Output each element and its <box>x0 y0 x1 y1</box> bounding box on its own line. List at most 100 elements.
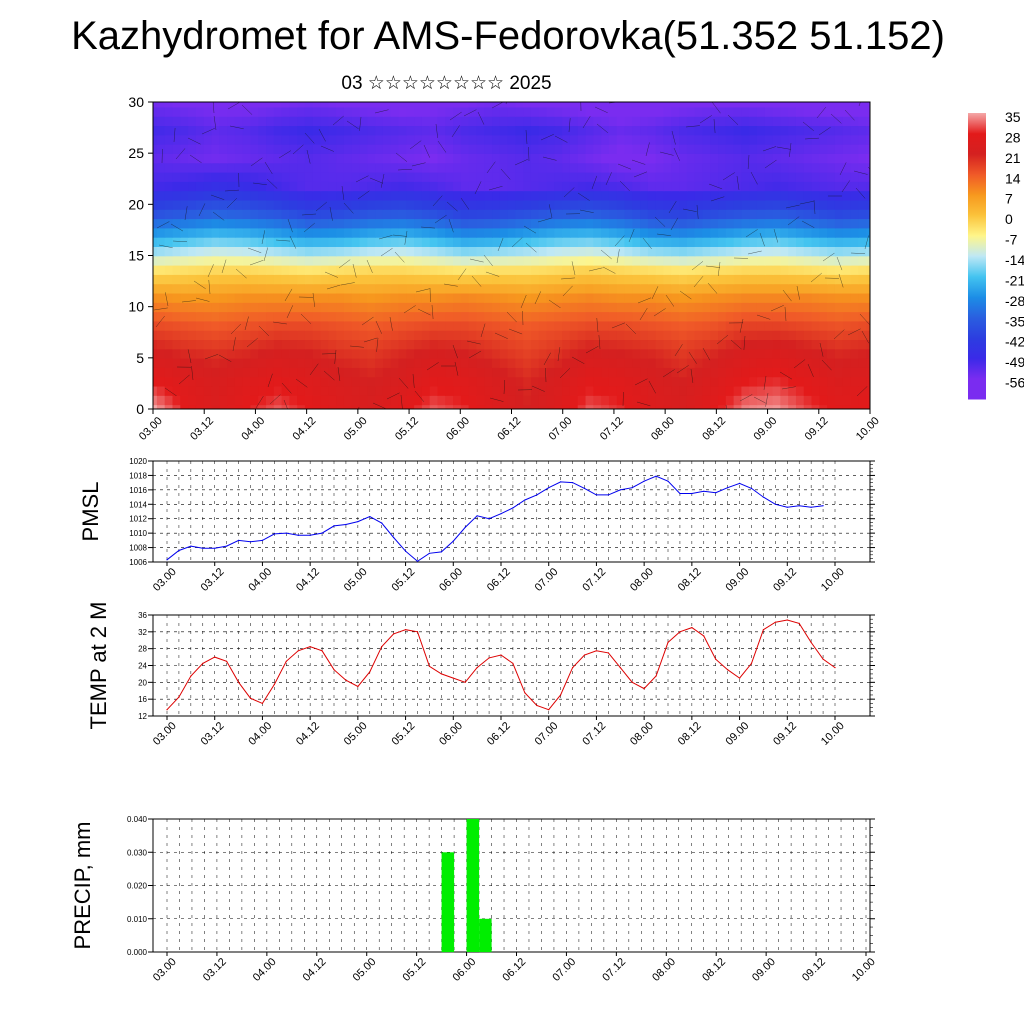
heat-cell <box>756 329 766 341</box>
heat-cell <box>153 329 158 341</box>
heat-cell <box>164 102 174 108</box>
heat-cell <box>499 274 509 285</box>
heat-cell <box>250 171 260 182</box>
heat-cell <box>258 329 267 341</box>
heat-cell <box>538 311 548 322</box>
heat-cell <box>764 246 774 257</box>
heat-cell <box>515 190 524 201</box>
data-point <box>488 518 490 520</box>
heat-cell <box>811 102 821 108</box>
heat-cell <box>632 395 641 406</box>
heat-cell <box>476 134 486 145</box>
heat-cell <box>188 311 197 322</box>
heat-cell <box>289 264 298 275</box>
heat-cell <box>234 134 244 145</box>
heat-cell <box>616 404 626 409</box>
heat-cell <box>304 199 314 210</box>
heat-cell <box>780 255 789 266</box>
heat-cell <box>180 404 189 409</box>
heat-cell <box>382 367 392 378</box>
heat-cell <box>406 162 415 173</box>
heat-cell <box>375 395 384 406</box>
wind-streamline <box>525 242 537 253</box>
heat-cell <box>718 199 727 210</box>
heat-cell <box>273 227 283 238</box>
heat-cell <box>188 125 197 136</box>
heat-cell <box>367 102 376 108</box>
heat-cell <box>640 134 649 145</box>
heat-cell <box>421 395 431 406</box>
heat-cell <box>414 102 423 108</box>
heat-cell <box>250 102 260 108</box>
heat-cell <box>733 264 743 275</box>
heat-cell <box>351 292 361 303</box>
heat-cell <box>702 181 712 192</box>
heat-cell <box>359 320 369 331</box>
heat-cell <box>710 102 719 108</box>
y-tick-label: 32 <box>138 628 147 637</box>
heat-cell <box>211 134 221 145</box>
heat-cell <box>460 143 470 154</box>
heat-cell <box>741 218 750 229</box>
heat-cell <box>382 199 392 210</box>
heat-cell <box>585 385 595 396</box>
heat-cell <box>679 227 688 238</box>
heat-cell <box>647 208 657 220</box>
wind-streamline <box>435 123 438 138</box>
heat-cell <box>866 208 870 220</box>
heat-cell <box>725 311 735 322</box>
heat-cell <box>250 329 260 341</box>
heat-cell <box>569 404 579 409</box>
heat-cell <box>515 143 524 154</box>
heat-cell <box>453 218 462 229</box>
heat-cell <box>281 236 291 247</box>
heat-cell <box>153 283 158 294</box>
heat-cell <box>866 125 870 136</box>
heat-cell <box>858 283 867 294</box>
heat-cell <box>484 190 493 201</box>
wind-streamline <box>756 314 771 320</box>
heat-cell <box>297 134 306 145</box>
heat-cell <box>445 153 454 164</box>
heat-cell <box>437 143 447 154</box>
heat-cell <box>842 264 852 275</box>
heat-cell <box>608 199 618 210</box>
heat-cell <box>569 171 579 182</box>
wind-streamline <box>839 162 847 176</box>
heat-cell <box>749 255 758 266</box>
heat-cell <box>445 171 454 182</box>
heat-cell <box>538 115 548 127</box>
heat-cell <box>601 404 610 409</box>
wind-streamline <box>844 109 855 121</box>
heat-cell <box>756 143 766 154</box>
heat-cell <box>523 357 532 368</box>
heat-cell <box>725 227 735 238</box>
heat-cell <box>756 367 766 378</box>
heat-cell <box>718 274 727 285</box>
wind-streamline <box>665 294 675 307</box>
heat-cell <box>460 376 470 387</box>
heat-cell <box>406 190 415 201</box>
heat-cell <box>297 143 306 154</box>
heat-cell <box>546 199 556 210</box>
wind-streamline <box>858 102 861 107</box>
heat-cell <box>281 255 291 266</box>
heat-cell <box>219 227 228 238</box>
heat-cell <box>468 320 478 331</box>
heat-cell <box>694 385 704 396</box>
heat-cell <box>242 283 252 294</box>
heat-cell <box>297 348 306 359</box>
heat-cell <box>343 181 353 192</box>
heat-cell <box>585 153 595 164</box>
heat-cell <box>468 190 478 201</box>
heat-cell <box>367 367 376 378</box>
heat-cell <box>304 395 314 406</box>
heat-cell <box>421 404 431 409</box>
heat-cell <box>834 171 844 182</box>
heat-cell <box>834 404 844 409</box>
heat-cell <box>156 102 166 108</box>
heat-cell <box>764 218 774 229</box>
heat-cell <box>328 171 337 182</box>
heat-cell <box>850 143 860 154</box>
heat-cell <box>234 385 244 396</box>
